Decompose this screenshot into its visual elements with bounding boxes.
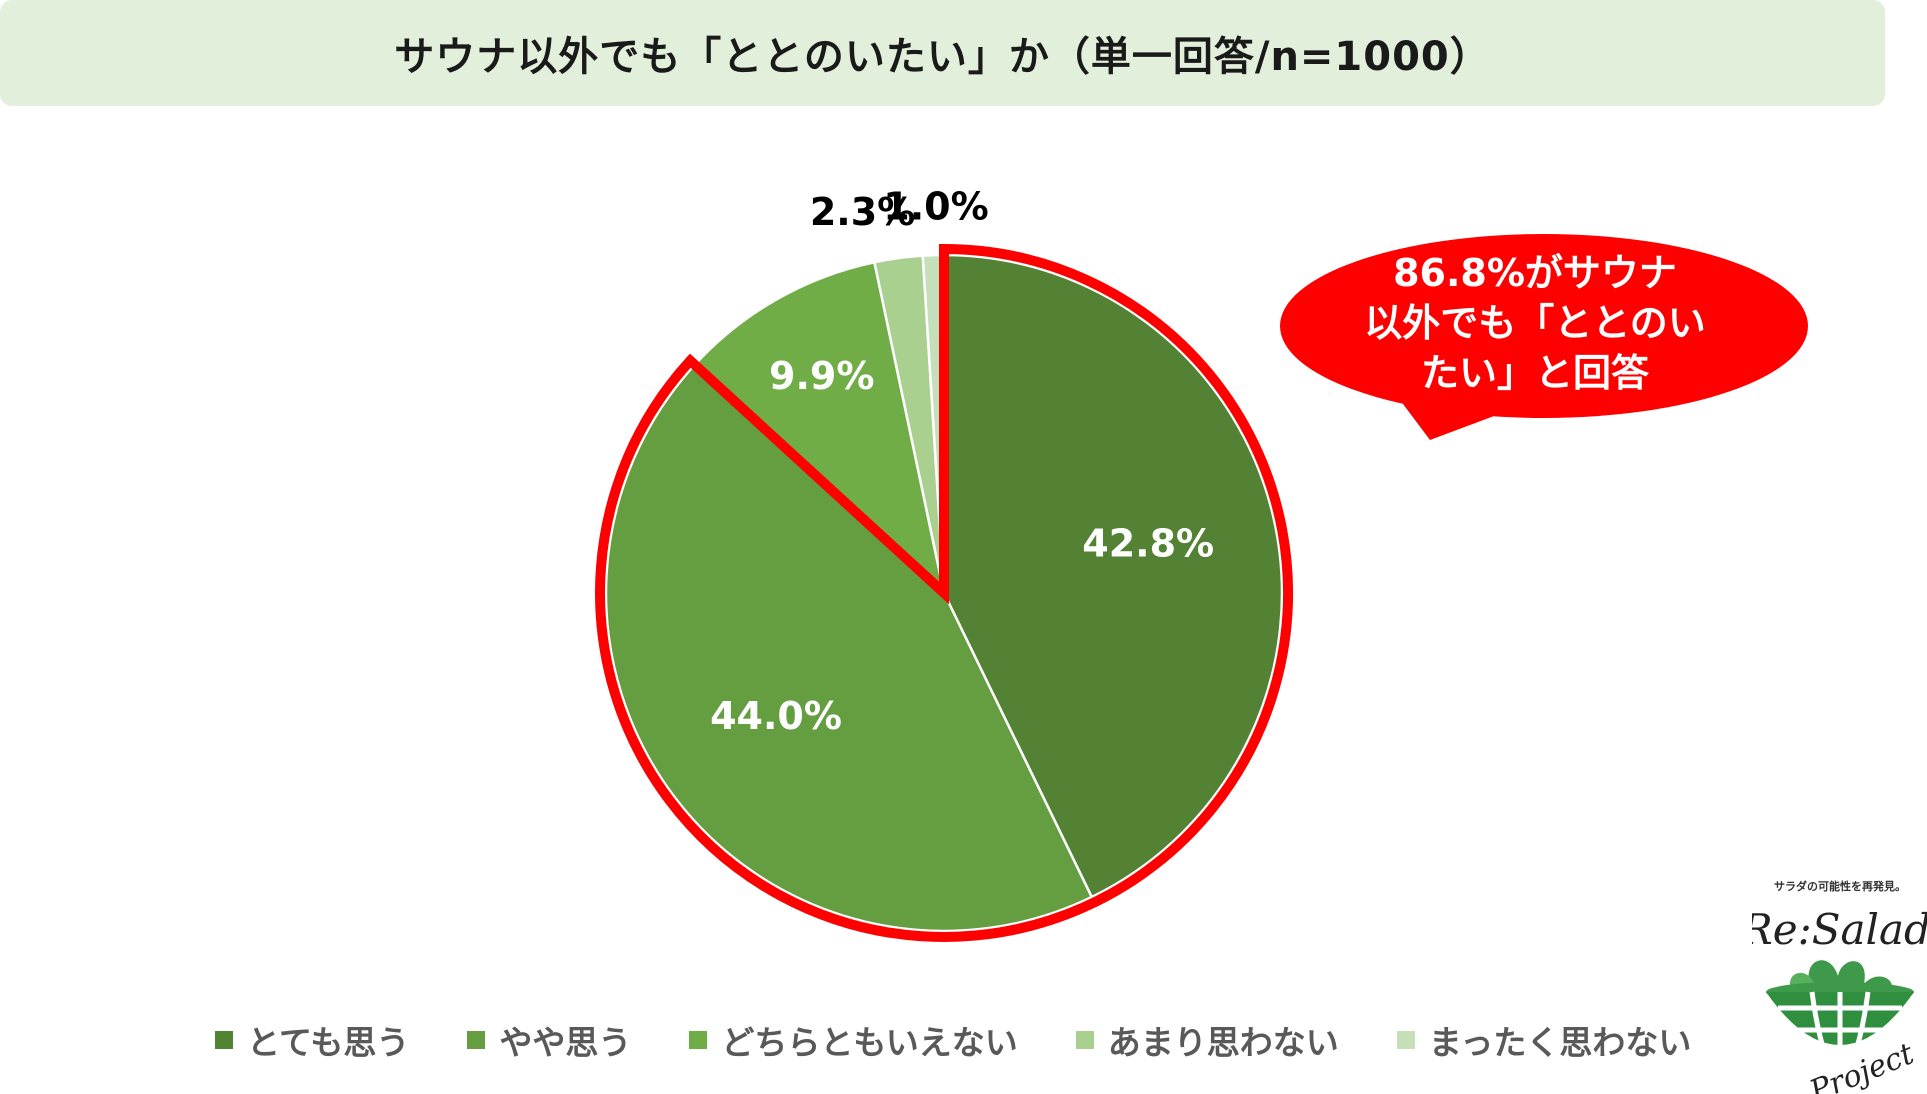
data-label-3: 9.9%: [769, 354, 874, 398]
legend-label: あまり思わない: [1107, 1023, 1339, 1062]
callout-line-1: 86.8%がサウナ: [1393, 251, 1677, 295]
data-label-4: 2.3%: [810, 190, 915, 234]
callout-text: 86.8%がサウナ 以外でも「ととのい たい」と回答: [1290, 248, 1780, 398]
legend-item-3: どちらともいえない: [689, 1016, 1018, 1064]
legend-label: とても思う: [247, 1023, 410, 1062]
title-bar: サウナ以外でも「ととのいたい」か（単一回答/n=1000）: [0, 0, 1885, 106]
legend-item-5: まったく思わない: [1396, 1016, 1692, 1064]
chart-legend: とても思う やや思う どちらともいえない あまり思わない まったく思わない: [215, 1015, 1749, 1065]
legend-label: やや思う: [499, 1023, 632, 1062]
legend-swatch: [1396, 1031, 1415, 1049]
data-label-5: 1.0%: [883, 185, 988, 229]
legend-item-2: やや思う: [467, 1016, 631, 1064]
svg-text:Re:Salad: Re:Salad: [1752, 905, 1927, 954]
callout-tail: [1400, 400, 1510, 440]
callout-ellipse: [1280, 234, 1808, 418]
legend-swatch: [689, 1031, 708, 1049]
legend-swatch: [1075, 1031, 1094, 1049]
pie-slice-1: [942, 253, 1284, 899]
pie-slices: [604, 253, 1284, 933]
resalad-logo: サラダの可能性を再発見。 Re:Salad Project: [1752, 879, 1927, 1094]
pie-slice-2: [604, 362, 1094, 933]
svg-text:サラダの可能性を再発見。: サラダの可能性を再発見。: [1774, 879, 1906, 893]
highlight-outline-path: [595, 243, 1293, 942]
pie-slice-3: [692, 260, 947, 597]
legend-swatch: [215, 1031, 233, 1049]
pie-data-labels: 42.8% 44.0% 9.9% 2.3%1.0%: [710, 185, 1214, 738]
legend-label: どちらともいえない: [721, 1023, 1018, 1062]
callout-bubble: [1280, 234, 1808, 440]
data-label-1: 42.8%: [1082, 522, 1214, 566]
chart-title: サウナ以外でも「ととのいたい」か（単一回答/n=1000）: [394, 34, 1491, 80]
legend-item-4: あまり思わない: [1075, 1016, 1339, 1064]
callout-line-2: 以外でも「ととのい: [1364, 301, 1706, 345]
legend-swatch: [467, 1031, 486, 1049]
highlight-outline: [595, 243, 1293, 942]
legend-item-1: とても思う: [215, 1016, 409, 1064]
legend-label: まったく思わない: [1428, 1023, 1692, 1062]
data-label-2: 44.0%: [710, 694, 842, 738]
callout-line-3: たい」と回答: [1420, 351, 1649, 395]
